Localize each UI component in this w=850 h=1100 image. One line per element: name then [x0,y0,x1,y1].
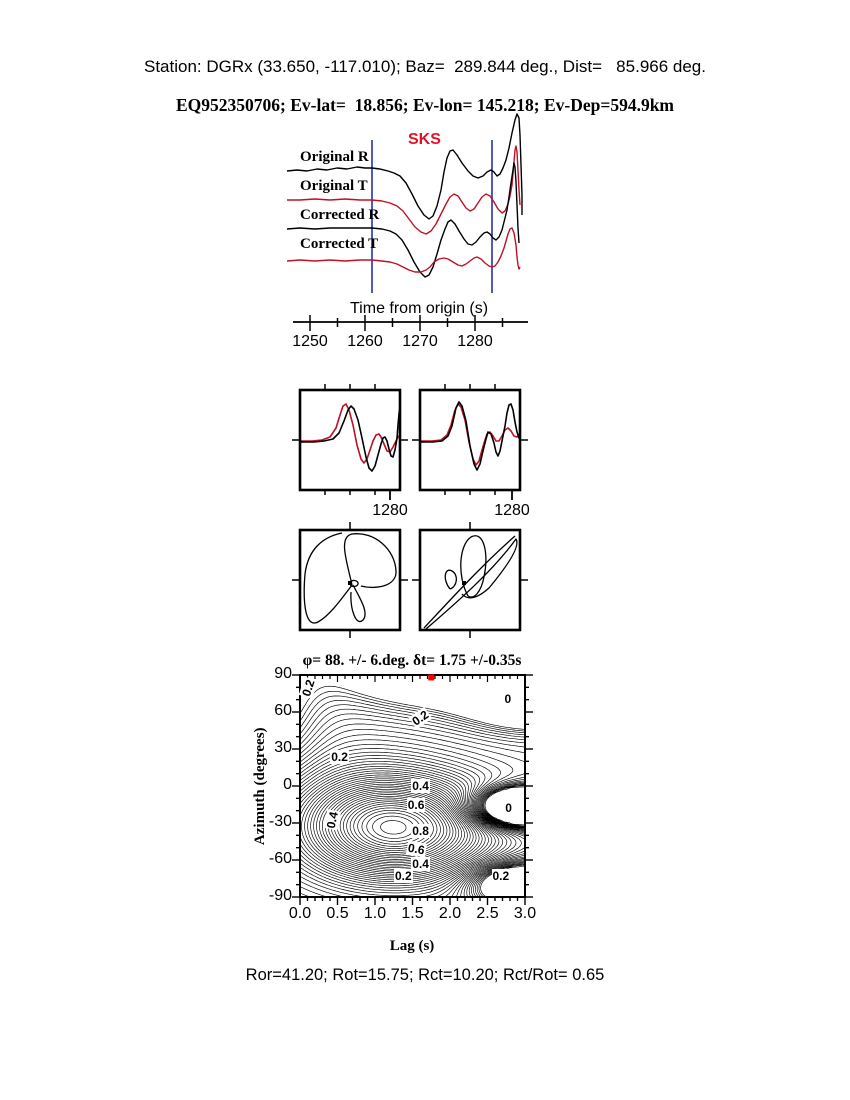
comparison-tick-label-uncorrected: 1280 [372,502,408,519]
lag-tick-label: 2.0 [438,905,462,922]
comparison-box-uncorrected [298,388,402,492]
azimuth-tick-label: -60 [268,850,292,867]
trace-original-r [286,113,523,220]
time-tick-label: 1250 [292,333,328,350]
comparison-trace-uncorrected-radial [300,405,401,472]
time-tick-label: 1260 [347,333,383,350]
trace-label-corrected-t: Corrected T [300,236,379,252]
comparison-box-corrected [418,388,522,492]
lag-axis-label: Lag (s) [389,938,435,954]
time-tick-label: 1270 [402,333,438,350]
contour-title: φ= 88. +/- 6.deg. δt= 1.75 +/-0.35s [302,652,522,669]
contour-value-label-7: 0 [504,801,513,816]
azimuth-tick-label: 0 [283,776,292,793]
azimuth-tick-label: -30 [268,813,292,830]
contour-value-label-2: 0 [503,691,513,706]
lag-tick-label: 3.0 [513,905,537,922]
comparison-trace-corrected-transverse [420,403,521,466]
pm-start-marker-uncorrected [348,581,352,585]
lag-tick-label: 1.0 [363,905,387,922]
stats-footer: Ror=41.20; Rot=15.75; Rct=10.20; Rct/Rot… [245,966,605,984]
azimuth-tick-label: 30 [274,739,292,756]
trace-label-original-r: Original R [300,149,369,165]
comparison-trace-corrected-radial [420,401,521,471]
trace-label-original-t: Original T [300,178,368,194]
lag-tick-label: 0.5 [326,905,349,922]
contour-value-label-10: 0.4 [411,856,430,871]
contour-group [300,685,525,897]
lag-tick-label: 0.0 [288,905,312,922]
azimuth-tick-label: -90 [268,887,292,904]
contour-value-label-4: 0.4 [411,779,430,794]
trace-corrected-r [286,162,520,278]
contour-lines [300,685,525,897]
contour-value-label-5: 0.6 [406,797,426,812]
trace-original-t [287,145,521,235]
best-fit-dot [428,674,435,681]
time-axis-label: Time from origin (s) [350,300,489,317]
particle-motion-uncorrected [303,532,397,624]
contour-value-label-11: 0.2 [394,869,413,884]
event-header: EQ952350706; Ev-lat= 18.856; Ev-lon= 145… [175,95,675,115]
phase-pick-label: SKS [408,131,441,148]
trace-label-corrected-r: Corrected R [300,207,380,223]
pm-start-marker-corrected [462,581,466,585]
contour-value-label-6: 0.8 [411,823,430,838]
trace-corrected-t [286,227,521,273]
particle-box-corrected [418,528,522,632]
lag-tick-label: 2.5 [476,905,499,922]
particle-box-uncorrected [298,528,402,632]
comparison-tick-label-corrected: 1280 [494,502,530,519]
time-tick-label: 1280 [457,333,493,350]
comparison-trace-uncorrected-transverse [300,403,401,464]
azimuth-tick-label: 90 [274,665,292,682]
station-header: Station: DGRx (33.650, -117.010); Baz= 2… [144,57,706,76]
contour-value-label-3: 0.2 [330,749,349,764]
lag-tick-label: 1.5 [401,905,424,922]
contour-value-label-12: 0.2 [491,869,511,884]
particle-motion-corrected [423,535,518,630]
azimuth-tick-label: 60 [274,702,292,719]
